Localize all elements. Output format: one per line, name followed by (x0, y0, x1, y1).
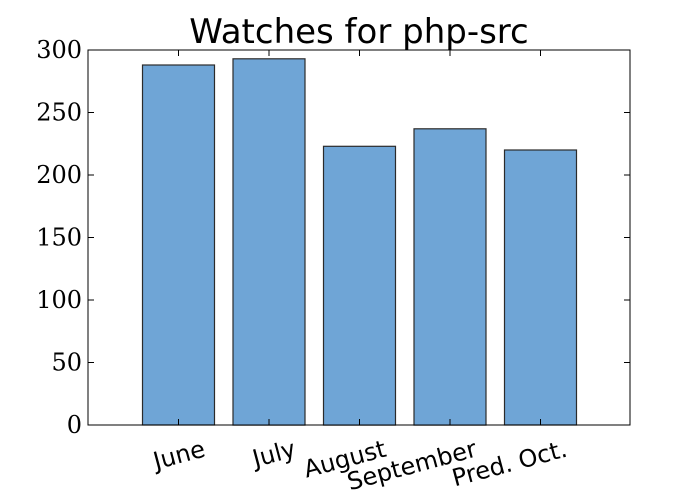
y-tick-label: 0 (67, 411, 82, 439)
x-tick-label: July (248, 435, 299, 474)
bar-august (322, 145, 397, 426)
y-tick-label: 150 (36, 224, 82, 252)
bars-layer (141, 58, 578, 426)
x-tick-label: June (148, 435, 208, 476)
plot-frame (87, 49, 631, 426)
y-tick-label: 50 (51, 349, 82, 377)
y-tick-label: 300 (36, 36, 82, 64)
bar-june (141, 64, 216, 426)
y-tick-label: 250 (36, 99, 82, 127)
y-tick-label: 200 (36, 161, 82, 189)
bar-september (413, 128, 487, 426)
bar-pred-oct (503, 149, 578, 426)
y-tick-label: 100 (36, 286, 82, 314)
bar-july (232, 58, 306, 426)
chart-title: Watches for php-src (189, 12, 528, 52)
